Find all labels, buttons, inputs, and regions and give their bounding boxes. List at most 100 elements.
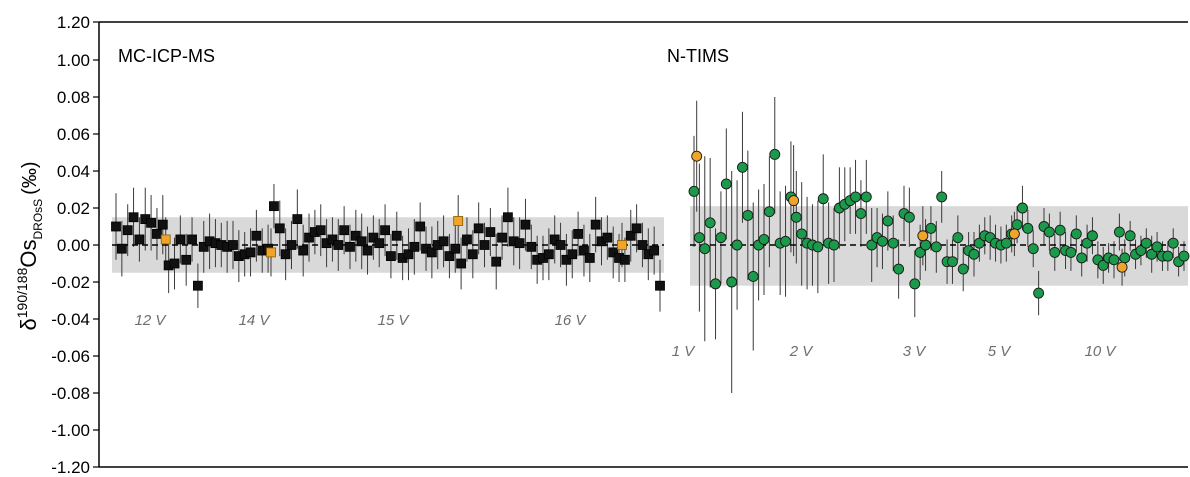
voltage-annotation: 14 V [239, 312, 272, 329]
data-point-circle [920, 239, 931, 251]
highlight-point-square [160, 234, 171, 245]
voltage-annotation: 16 V [555, 312, 588, 329]
data-point-square [491, 256, 502, 267]
highlight-point-circle [1008, 228, 1020, 240]
data-point-square [280, 249, 291, 260]
data-point-square [555, 240, 566, 250]
data-point-square [175, 234, 186, 245]
data-point-square [157, 219, 168, 230]
data-point-square [292, 214, 303, 225]
data-point-circle [1087, 230, 1098, 242]
data-point-circle [893, 263, 905, 275]
data-point-square [327, 234, 338, 245]
data-point-circle [699, 243, 711, 255]
data-point-square [467, 249, 478, 260]
data-point-square [450, 243, 461, 254]
data-point-square [426, 247, 437, 258]
data-point-circle [1167, 237, 1179, 249]
data-point-circle [1081, 237, 1093, 249]
data-point-square [111, 221, 121, 232]
y-tick-label: 0.00 [57, 236, 90, 255]
data-point-circle [1178, 250, 1190, 262]
data-point-circle [688, 185, 700, 197]
data-point-square [655, 280, 665, 291]
data-point-square [181, 254, 192, 265]
data-point-square [356, 236, 367, 247]
data-point-circle [957, 263, 969, 275]
data-point-square [286, 240, 297, 250]
data-point-square [386, 251, 396, 262]
data-point-circle [769, 148, 781, 160]
data-point-circle [1108, 254, 1120, 266]
data-point-square [152, 228, 162, 239]
y-axis-label-unit: (‰) [19, 162, 41, 195]
data-point-circle [1070, 228, 1082, 240]
data-point-circle [1113, 226, 1125, 238]
data-point-square [549, 234, 560, 245]
data-point-circle [763, 206, 775, 218]
data-point-circle [1065, 246, 1077, 258]
data-point-square [304, 232, 314, 243]
data-point-circle [790, 211, 802, 223]
data-point-circle [860, 191, 872, 203]
data-point-square [380, 225, 390, 236]
data-point-square [122, 225, 133, 236]
data-point-square [497, 232, 507, 243]
data-point-square [584, 253, 595, 263]
data-point-square [350, 230, 361, 241]
data-point-square [298, 245, 309, 256]
data-point-circle [887, 237, 899, 249]
data-points [111, 148, 1190, 299]
data-point-square [485, 227, 496, 237]
data-point-circle [866, 239, 878, 251]
data-point-circle [828, 239, 840, 251]
data-point-square [573, 228, 584, 239]
data-point-circle [1097, 259, 1109, 271]
data-point-circle [747, 271, 759, 282]
data-point-circle [850, 191, 861, 203]
data-point-circle [1140, 237, 1152, 249]
data-point-square [134, 234, 145, 245]
data-point-circle [715, 232, 727, 244]
data-point-square [590, 219, 601, 230]
data-point-square [339, 225, 350, 236]
data-point-circle [968, 248, 980, 260]
y-axis-label-prefix: δ [16, 318, 41, 330]
data-point-square [473, 223, 484, 234]
data-point-circle [1027, 243, 1039, 255]
data-point-circle [914, 246, 926, 258]
highlight-point-circle [917, 230, 929, 242]
data-point-square [187, 234, 197, 245]
data-point-circle [1011, 219, 1023, 231]
y-tick-label: 0.08 [57, 88, 90, 107]
data-point-square [198, 241, 209, 252]
data-point-square [625, 230, 636, 241]
data-point-circle [1151, 241, 1163, 253]
voltage-annotation: 3 V [903, 343, 928, 360]
y-ticks: 1.20 1.00 0.08 0.06 0.04 0.02 0.00 -0.02 -0.04 -0… [51, 13, 99, 477]
data-point-circle [1043, 226, 1055, 238]
data-point-circle [1049, 246, 1061, 258]
voltage-annotation: 5 V [988, 343, 1013, 360]
y-axis-label-superscript: 190/188 [14, 267, 30, 318]
data-point-square [274, 223, 285, 234]
y-axis-label-subscript: DROsS [31, 199, 45, 240]
data-point-square [438, 236, 449, 247]
y-axis-label-main: Os [16, 240, 41, 268]
data-point-circle [973, 237, 985, 249]
data-point-square [192, 280, 203, 291]
data-point-circle [936, 191, 948, 203]
data-point-square [409, 241, 420, 252]
data-point-square [649, 245, 660, 256]
data-point-square [251, 230, 262, 241]
data-point-circle [1017, 202, 1028, 214]
data-point-circle [855, 208, 867, 220]
data-point-circle [704, 217, 716, 229]
y-tick-label: 0.04 [57, 162, 90, 181]
y-axis-label: δ190/188OsDROsS (‰) [14, 162, 45, 331]
data-point-square [503, 212, 513, 223]
data-point-circle [1146, 248, 1158, 260]
data-point-circle [1124, 230, 1136, 242]
data-point-square [561, 254, 572, 265]
